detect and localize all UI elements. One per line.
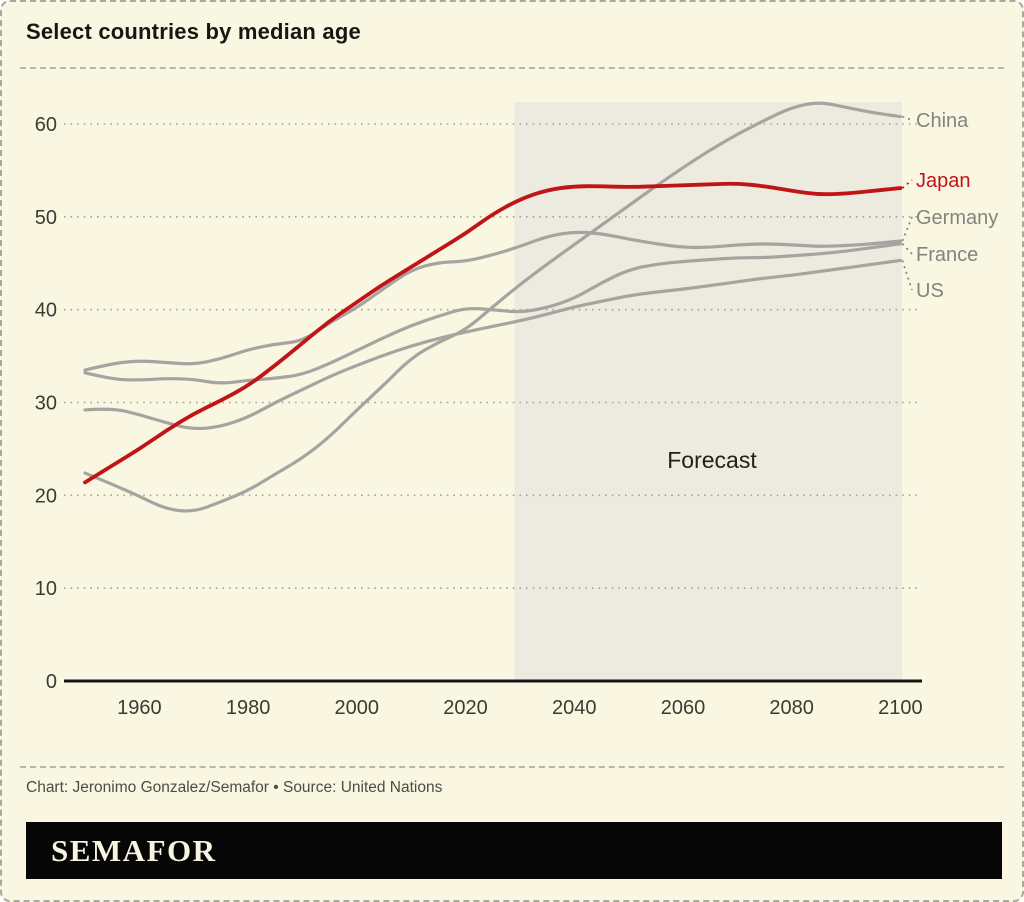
x-tick-2040: 2040 bbox=[552, 697, 597, 719]
y-tick-30: 30 bbox=[35, 393, 57, 415]
line-germany bbox=[83, 230, 902, 372]
series-label-france: France bbox=[916, 244, 978, 266]
x-tick-2080: 2080 bbox=[769, 697, 814, 719]
semafor-logo: SEMAFOR bbox=[51, 832, 217, 868]
series-label-us: US bbox=[916, 280, 944, 302]
forecast-label: Forecast bbox=[667, 447, 757, 473]
leader-china bbox=[902, 115, 913, 121]
page-title: Select countries by median age bbox=[26, 19, 361, 44]
title-divider bbox=[20, 67, 1004, 69]
footer-divider bbox=[20, 766, 1004, 768]
forecast-band bbox=[514, 102, 902, 680]
series-label-germany: Germany bbox=[916, 207, 998, 229]
y-tick-20: 20 bbox=[35, 485, 57, 507]
x-tick-2020: 2020 bbox=[443, 697, 488, 719]
line-us bbox=[83, 258, 902, 431]
leader-us bbox=[901, 260, 913, 291]
y-tick-60: 60 bbox=[35, 114, 57, 136]
series-label-japan: Japan bbox=[916, 170, 971, 192]
x-tick-2100: 2100 bbox=[878, 697, 923, 719]
credit-line: Chart: Jeronimo Gonzalez/Semafor • Sourc… bbox=[26, 779, 443, 796]
y-tick-50: 50 bbox=[35, 207, 57, 229]
brand-bar: SEMAFOR bbox=[26, 822, 1002, 879]
x-tick-2060: 2060 bbox=[661, 697, 706, 719]
y-tick-0: 0 bbox=[46, 671, 57, 693]
leader-germany bbox=[901, 216, 913, 242]
x-tick-1980: 1980 bbox=[226, 697, 271, 719]
line-france bbox=[83, 242, 902, 385]
y-tick-10: 10 bbox=[35, 578, 57, 600]
leader-japan bbox=[901, 179, 913, 189]
x-tick-2000: 2000 bbox=[335, 697, 380, 719]
median-age-chart: 0 10 20 30 40 50 60 1960 1980 2000 2020 2040 2060 208… bbox=[35, 101, 998, 719]
series-label-china: China bbox=[916, 110, 969, 132]
y-tick-40: 40 bbox=[35, 300, 57, 322]
line-china bbox=[83, 101, 902, 513]
leader-france bbox=[901, 243, 913, 255]
line-japan bbox=[83, 181, 903, 485]
x-tick-1960: 1960 bbox=[117, 697, 162, 719]
